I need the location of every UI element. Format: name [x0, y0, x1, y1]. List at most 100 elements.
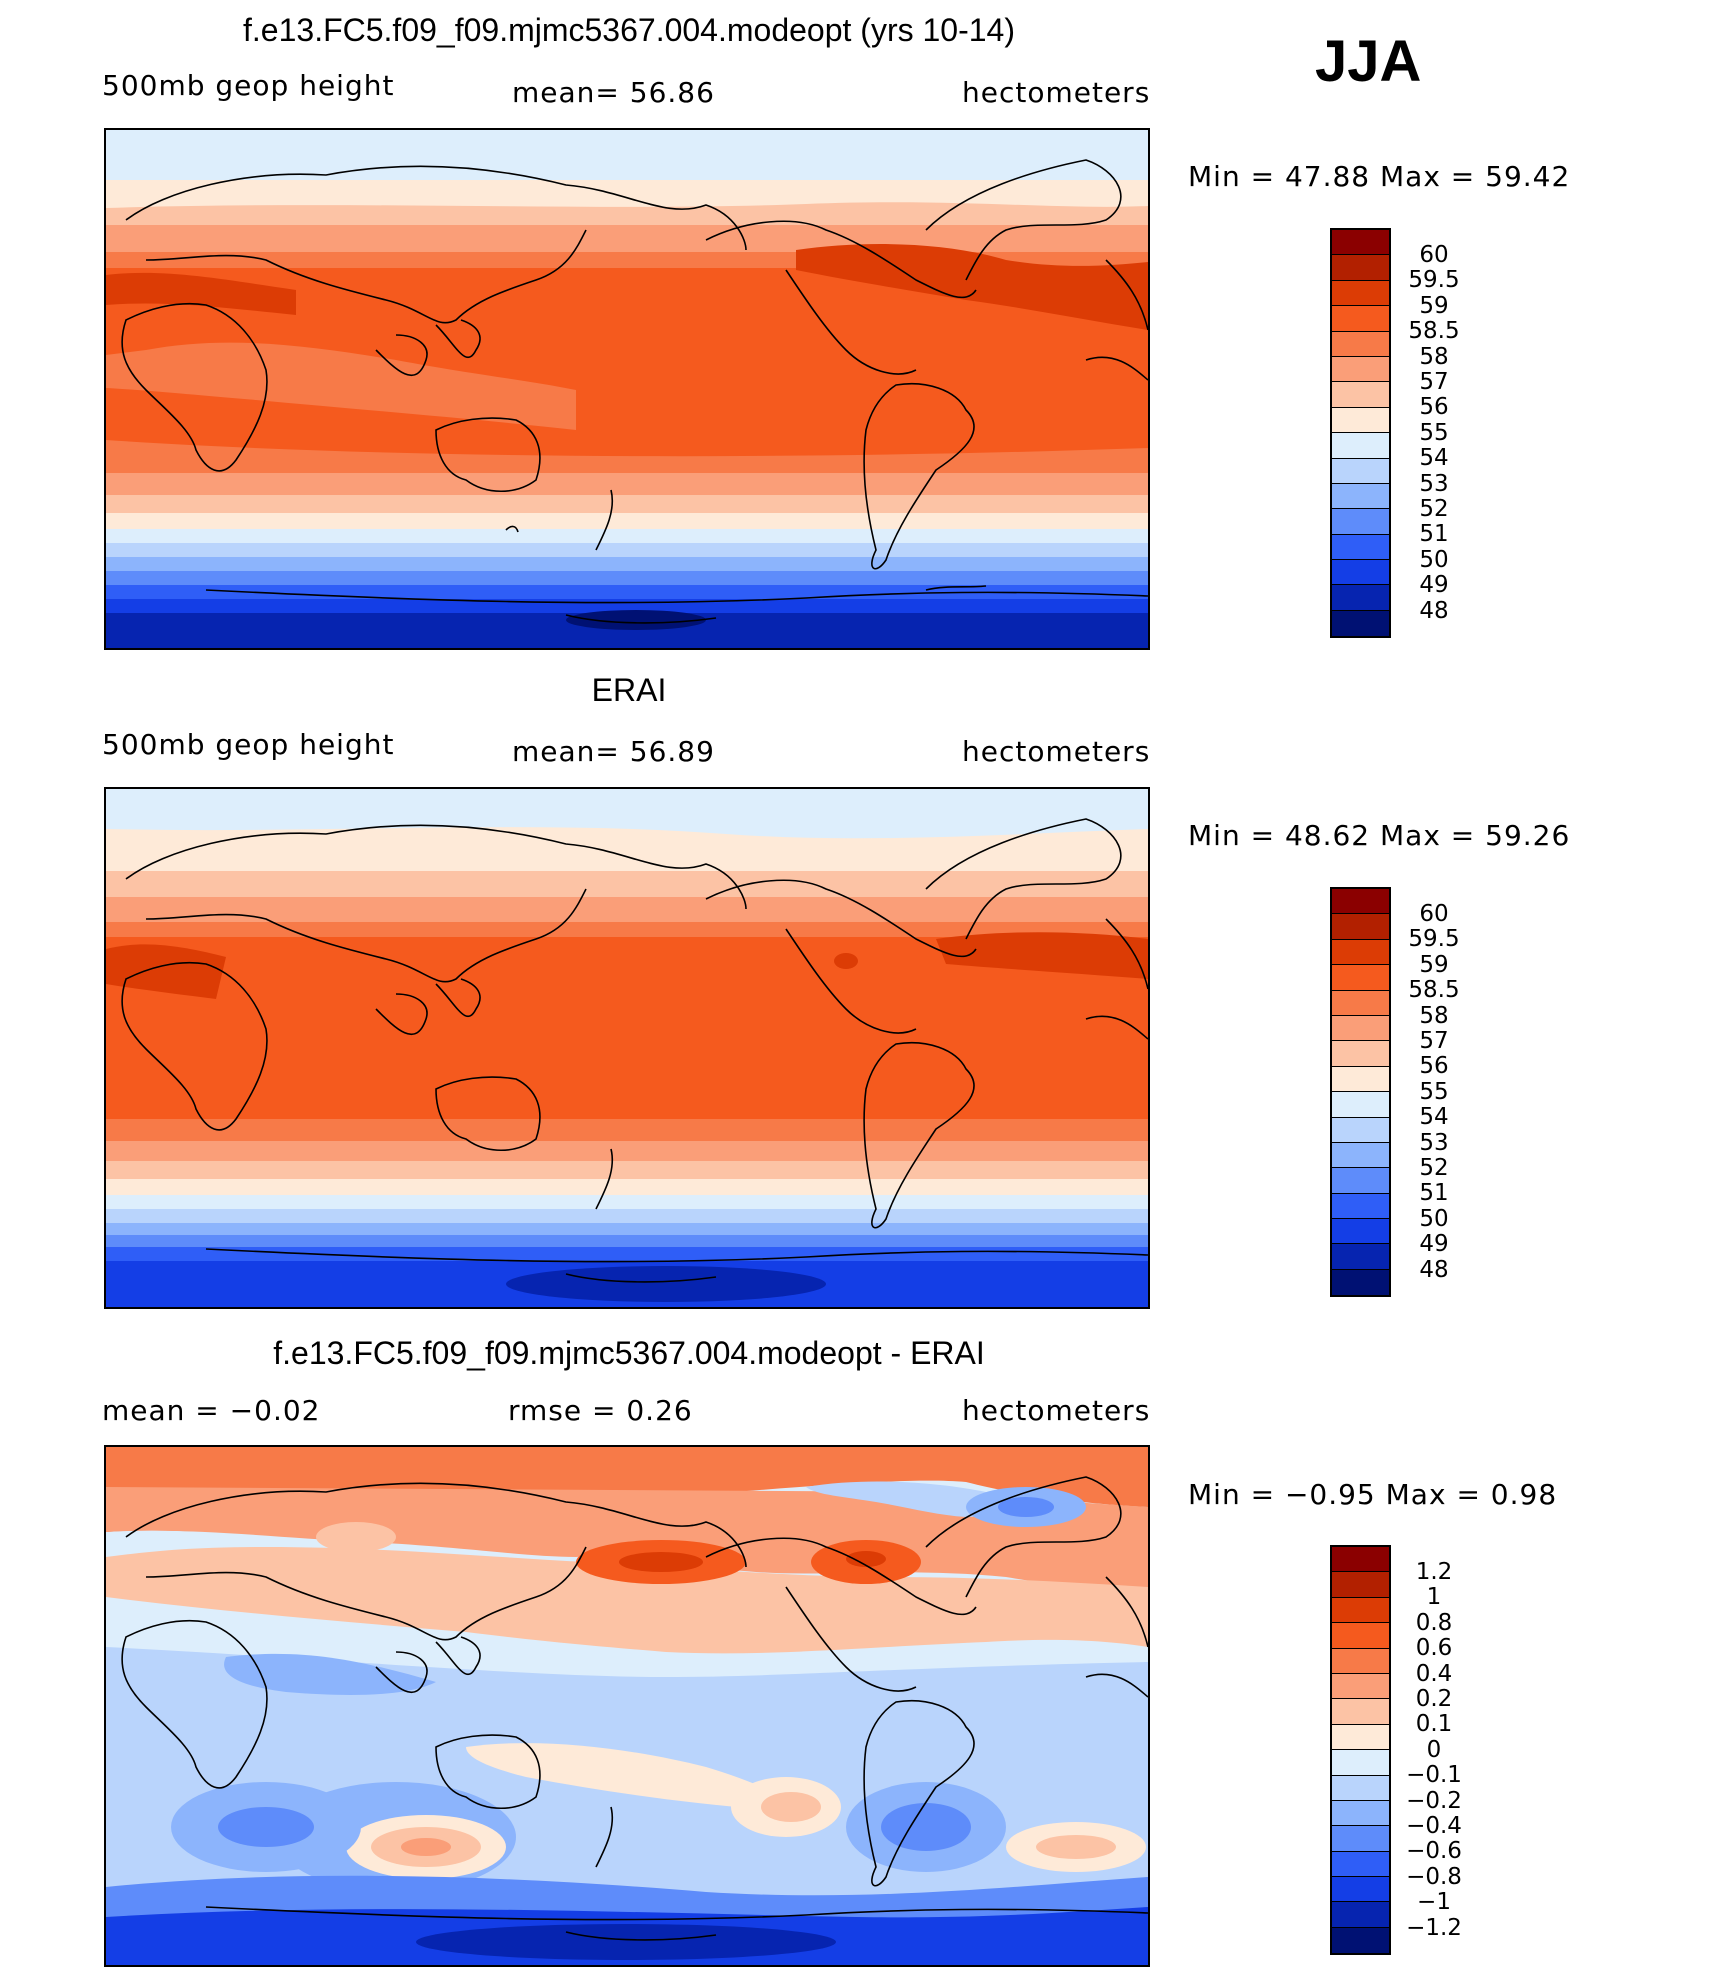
panel-2-map — [104, 787, 1150, 1309]
colorbar-tick-label: 0.2 — [1415, 1685, 1453, 1712]
colorbar-swatch — [1332, 1775, 1389, 1801]
colorbar-tick-label: 60 — [1419, 241, 1449, 268]
panel-3-title: f.e13.FC5.f09_f09.mjmc5367.004.modeopt -… — [273, 1335, 985, 1371]
colorbar-swatch — [1332, 306, 1389, 332]
panel-3-mean-label: mean = −0.02 — [102, 1394, 321, 1427]
colorbar-tick-label: 0.6 — [1415, 1635, 1453, 1662]
colorbar-tick-label: 60 — [1419, 900, 1449, 927]
colorbar-tick-label: 53 — [1419, 1129, 1449, 1156]
colorbar-swatch — [1332, 1142, 1389, 1169]
panel-3-rmse-label: rmse = 0.26 — [508, 1394, 693, 1427]
colorbar-tick-label: −0.4 — [1406, 1812, 1462, 1839]
colorbar-swatch — [1332, 280, 1389, 307]
colorbar-swatch — [1332, 1902, 1389, 1928]
colorbar-swatch — [1332, 1699, 1389, 1725]
colorbar-swatch — [1332, 458, 1389, 484]
colorbar-tick-label: −0.2 — [1406, 1787, 1462, 1814]
colorbar-swatch — [1332, 1015, 1389, 1042]
panel-1-map — [104, 128, 1150, 650]
panel-1-minmax: Min = 47.88 Max = 59.42 — [1188, 160, 1571, 193]
panel-1-mean-label: mean= 56.86 — [512, 76, 715, 109]
colorbar-tick-label: 57 — [1419, 1027, 1449, 1054]
colorbar-tick-label: −1 — [1417, 1889, 1451, 1916]
colorbar-tick-label: −0.1 — [1406, 1762, 1462, 1789]
panel-2-mean-label: mean= 56.89 — [512, 735, 715, 768]
colorbar-tick-label: 57 — [1419, 368, 1449, 395]
panel-2-title: ERAI — [591, 672, 667, 708]
panel-1-colorbar — [1330, 228, 1391, 639]
panel-2-variable-label: 500mb geop height — [102, 728, 395, 761]
colorbar-swatch — [1332, 1648, 1389, 1674]
colorbar-tick-label: 56 — [1419, 394, 1449, 421]
colorbar-swatch — [1332, 1193, 1389, 1220]
colorbar-swatch — [1332, 1066, 1389, 1093]
colorbar-swatch — [1332, 407, 1389, 434]
colorbar-swatch — [1332, 610, 1389, 637]
colorbar-tick-label: 49 — [1419, 1231, 1449, 1258]
panel-3-minmax: Min = −0.95 Max = 0.98 — [1188, 1478, 1558, 1511]
colorbar-swatch — [1332, 1623, 1389, 1649]
panel-3-units-label: hectometers — [962, 1394, 1151, 1427]
colorbar-swatch — [1332, 1219, 1389, 1245]
colorbar-tick-label: 0.4 — [1415, 1660, 1453, 1687]
colorbar-tick-label: 59 — [1419, 292, 1449, 319]
colorbar-swatch — [1332, 1724, 1389, 1751]
colorbar-swatch — [1332, 965, 1389, 991]
colorbar-tick-label: 48 — [1419, 597, 1449, 624]
colorbar-swatch — [1332, 1673, 1389, 1700]
colorbar-tick-label: 48 — [1419, 1256, 1449, 1283]
colorbar-swatch — [1332, 534, 1389, 561]
colorbar-swatch — [1332, 1547, 1389, 1573]
colorbar-tick-label: 54 — [1419, 445, 1449, 472]
colorbar-tick-label: 50 — [1419, 1205, 1449, 1232]
season-label: JJA — [1315, 29, 1422, 94]
colorbar-swatch — [1332, 1572, 1389, 1598]
colorbar-tick-label: 51 — [1419, 521, 1449, 548]
colorbar-swatch — [1332, 1269, 1389, 1296]
colorbar-swatch — [1332, 914, 1389, 940]
colorbar-swatch — [1332, 1851, 1389, 1878]
panel-3-colorbar — [1330, 1545, 1391, 1956]
colorbar-tick-label: 55 — [1419, 1078, 1449, 1105]
colorbar-swatch — [1332, 889, 1389, 915]
colorbar-swatch — [1332, 1750, 1389, 1776]
colorbar-swatch — [1332, 1927, 1389, 1954]
colorbar-swatch — [1332, 1168, 1389, 1194]
colorbar-tick-label: 49 — [1419, 572, 1449, 599]
colorbar-tick-label: 50 — [1419, 546, 1449, 573]
panel-2-colorbar — [1330, 887, 1391, 1298]
colorbar-swatch — [1332, 1041, 1389, 1067]
colorbar-tick-label: 0 — [1426, 1736, 1442, 1763]
colorbar-swatch — [1332, 356, 1389, 383]
colorbar-tick-label: 0.8 — [1415, 1609, 1453, 1636]
colorbar-swatch — [1332, 1877, 1389, 1903]
colorbar-tick-label: 58 — [1419, 1002, 1449, 1029]
colorbar-swatch — [1332, 1597, 1389, 1624]
colorbar-tick-label: 58.5 — [1408, 318, 1460, 345]
colorbar-swatch — [1332, 1092, 1389, 1118]
colorbar-tick-label: 1.2 — [1415, 1558, 1453, 1585]
panel-1-units-label: hectometers — [962, 76, 1151, 109]
colorbar-tick-label: −0.8 — [1406, 1863, 1462, 1890]
panel-3-map — [104, 1445, 1150, 1967]
colorbar-swatch — [1332, 585, 1389, 611]
colorbar-swatch — [1332, 331, 1389, 357]
panel-1-variable-label: 500mb geop height — [102, 69, 395, 102]
colorbar-tick-label: 58 — [1419, 343, 1449, 370]
panel-1-title: f.e13.FC5.f09_f09.mjmc5367.004.modeopt (… — [243, 12, 1015, 48]
colorbar-swatch — [1332, 509, 1389, 535]
colorbar-tick-label: 51 — [1419, 1180, 1449, 1207]
colorbar-swatch — [1332, 230, 1389, 256]
colorbar-swatch — [1332, 483, 1389, 510]
colorbar-tick-label: 0.1 — [1415, 1711, 1453, 1738]
colorbar-swatch — [1332, 1244, 1389, 1270]
colorbar-tick-label: 55 — [1419, 419, 1449, 446]
colorbar-swatch — [1332, 560, 1389, 586]
colorbar-swatch — [1332, 990, 1389, 1016]
colorbar-tick-label: 1 — [1426, 1584, 1442, 1611]
colorbar-tick-label: −0.6 — [1406, 1838, 1462, 1865]
colorbar-swatch — [1332, 433, 1389, 459]
colorbar-swatch — [1332, 1800, 1389, 1827]
colorbar-tick-label: 52 — [1419, 1154, 1449, 1181]
colorbar-swatch — [1332, 255, 1389, 281]
